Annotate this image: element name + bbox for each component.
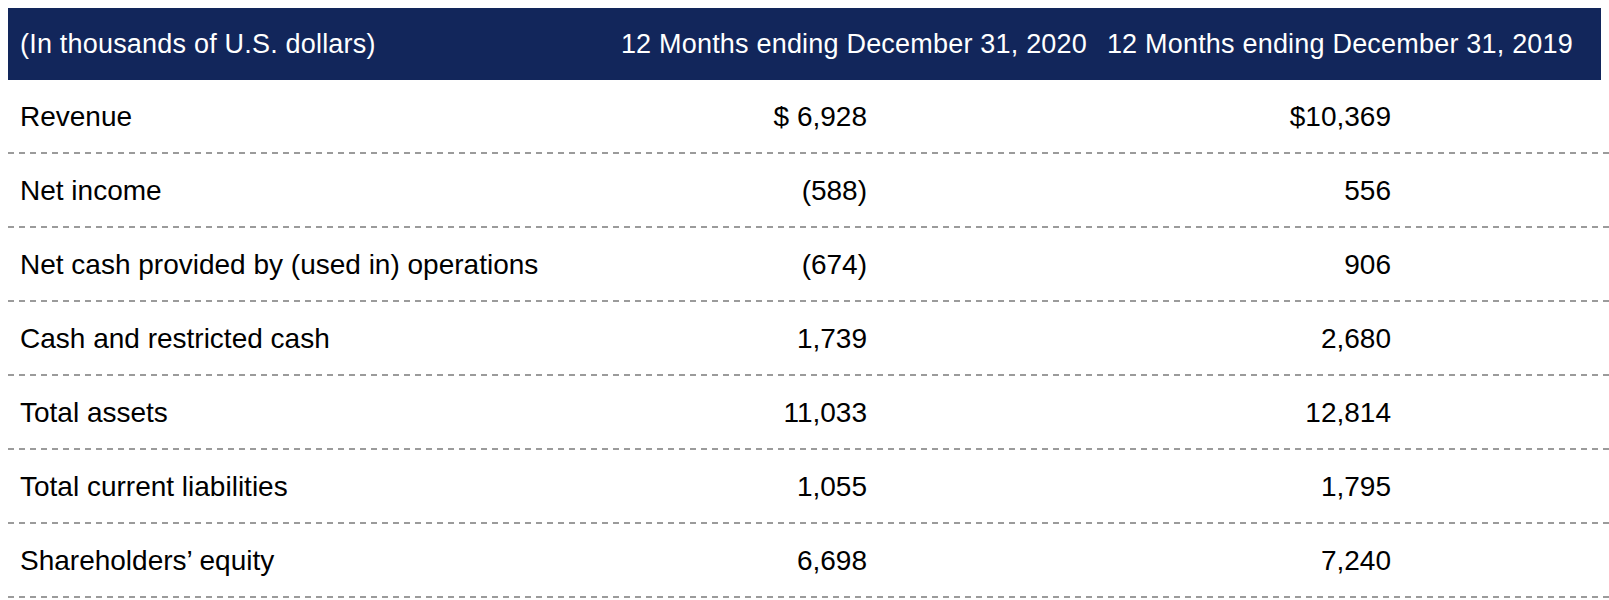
- row-label: Net income: [8, 175, 620, 207]
- value-2020: 6,698: [620, 545, 1095, 577]
- row-label: Shareholders’ equity: [8, 545, 620, 577]
- value-2020: 1,739: [620, 323, 1095, 355]
- table-row-net-income: Net income (588) 556: [8, 154, 1609, 228]
- row-label: Total current liabilities: [8, 471, 620, 503]
- table-header-row: (In thousands of U.S. dollars) 12 Months…: [8, 8, 1601, 80]
- value-2019: 12,814: [1095, 397, 1609, 429]
- value-2019: $10,369: [1095, 101, 1609, 133]
- table-row-net-cash-operations: Net cash provided by (used in) operation…: [8, 228, 1609, 302]
- table-body: Revenue $ 6,928 $10,369 Net income (588)…: [8, 80, 1609, 598]
- row-label: Cash and restricted cash: [8, 323, 620, 355]
- table-row-total-current-liabilities: Total current liabilities 1,055 1,795: [8, 450, 1609, 524]
- table-row-total-assets: Total assets 11,033 12,814: [8, 376, 1609, 450]
- value-2019: 1,795: [1095, 471, 1609, 503]
- value-2019: 556: [1095, 175, 1609, 207]
- value-2020: (674): [620, 249, 1095, 281]
- table-row-revenue: Revenue $ 6,928 $10,369: [8, 80, 1609, 154]
- column-header-units: (In thousands of U.S. dollars): [8, 29, 620, 60]
- value-2020: $ 6,928: [620, 101, 1095, 133]
- table-row-shareholders-equity: Shareholders’ equity 6,698 7,240: [8, 524, 1609, 598]
- row-label: Revenue: [8, 101, 620, 133]
- table-row-cash-restricted-cash: Cash and restricted cash 1,739 2,680: [8, 302, 1609, 376]
- financial-summary-table: (In thousands of U.S. dollars) 12 Months…: [0, 8, 1609, 600]
- value-2020: 1,055: [620, 471, 1095, 503]
- column-header-2020: 12 Months ending December 31, 2020: [620, 29, 1095, 60]
- value-2020: (588): [620, 175, 1095, 207]
- row-label: Net cash provided by (used in) operation…: [8, 249, 620, 281]
- value-2020: 11,033: [620, 397, 1095, 429]
- column-header-2019: 12 Months ending December 31, 2019: [1095, 29, 1601, 60]
- row-label: Total assets: [8, 397, 620, 429]
- value-2019: 7,240: [1095, 545, 1609, 577]
- value-2019: 2,680: [1095, 323, 1609, 355]
- value-2019: 906: [1095, 249, 1609, 281]
